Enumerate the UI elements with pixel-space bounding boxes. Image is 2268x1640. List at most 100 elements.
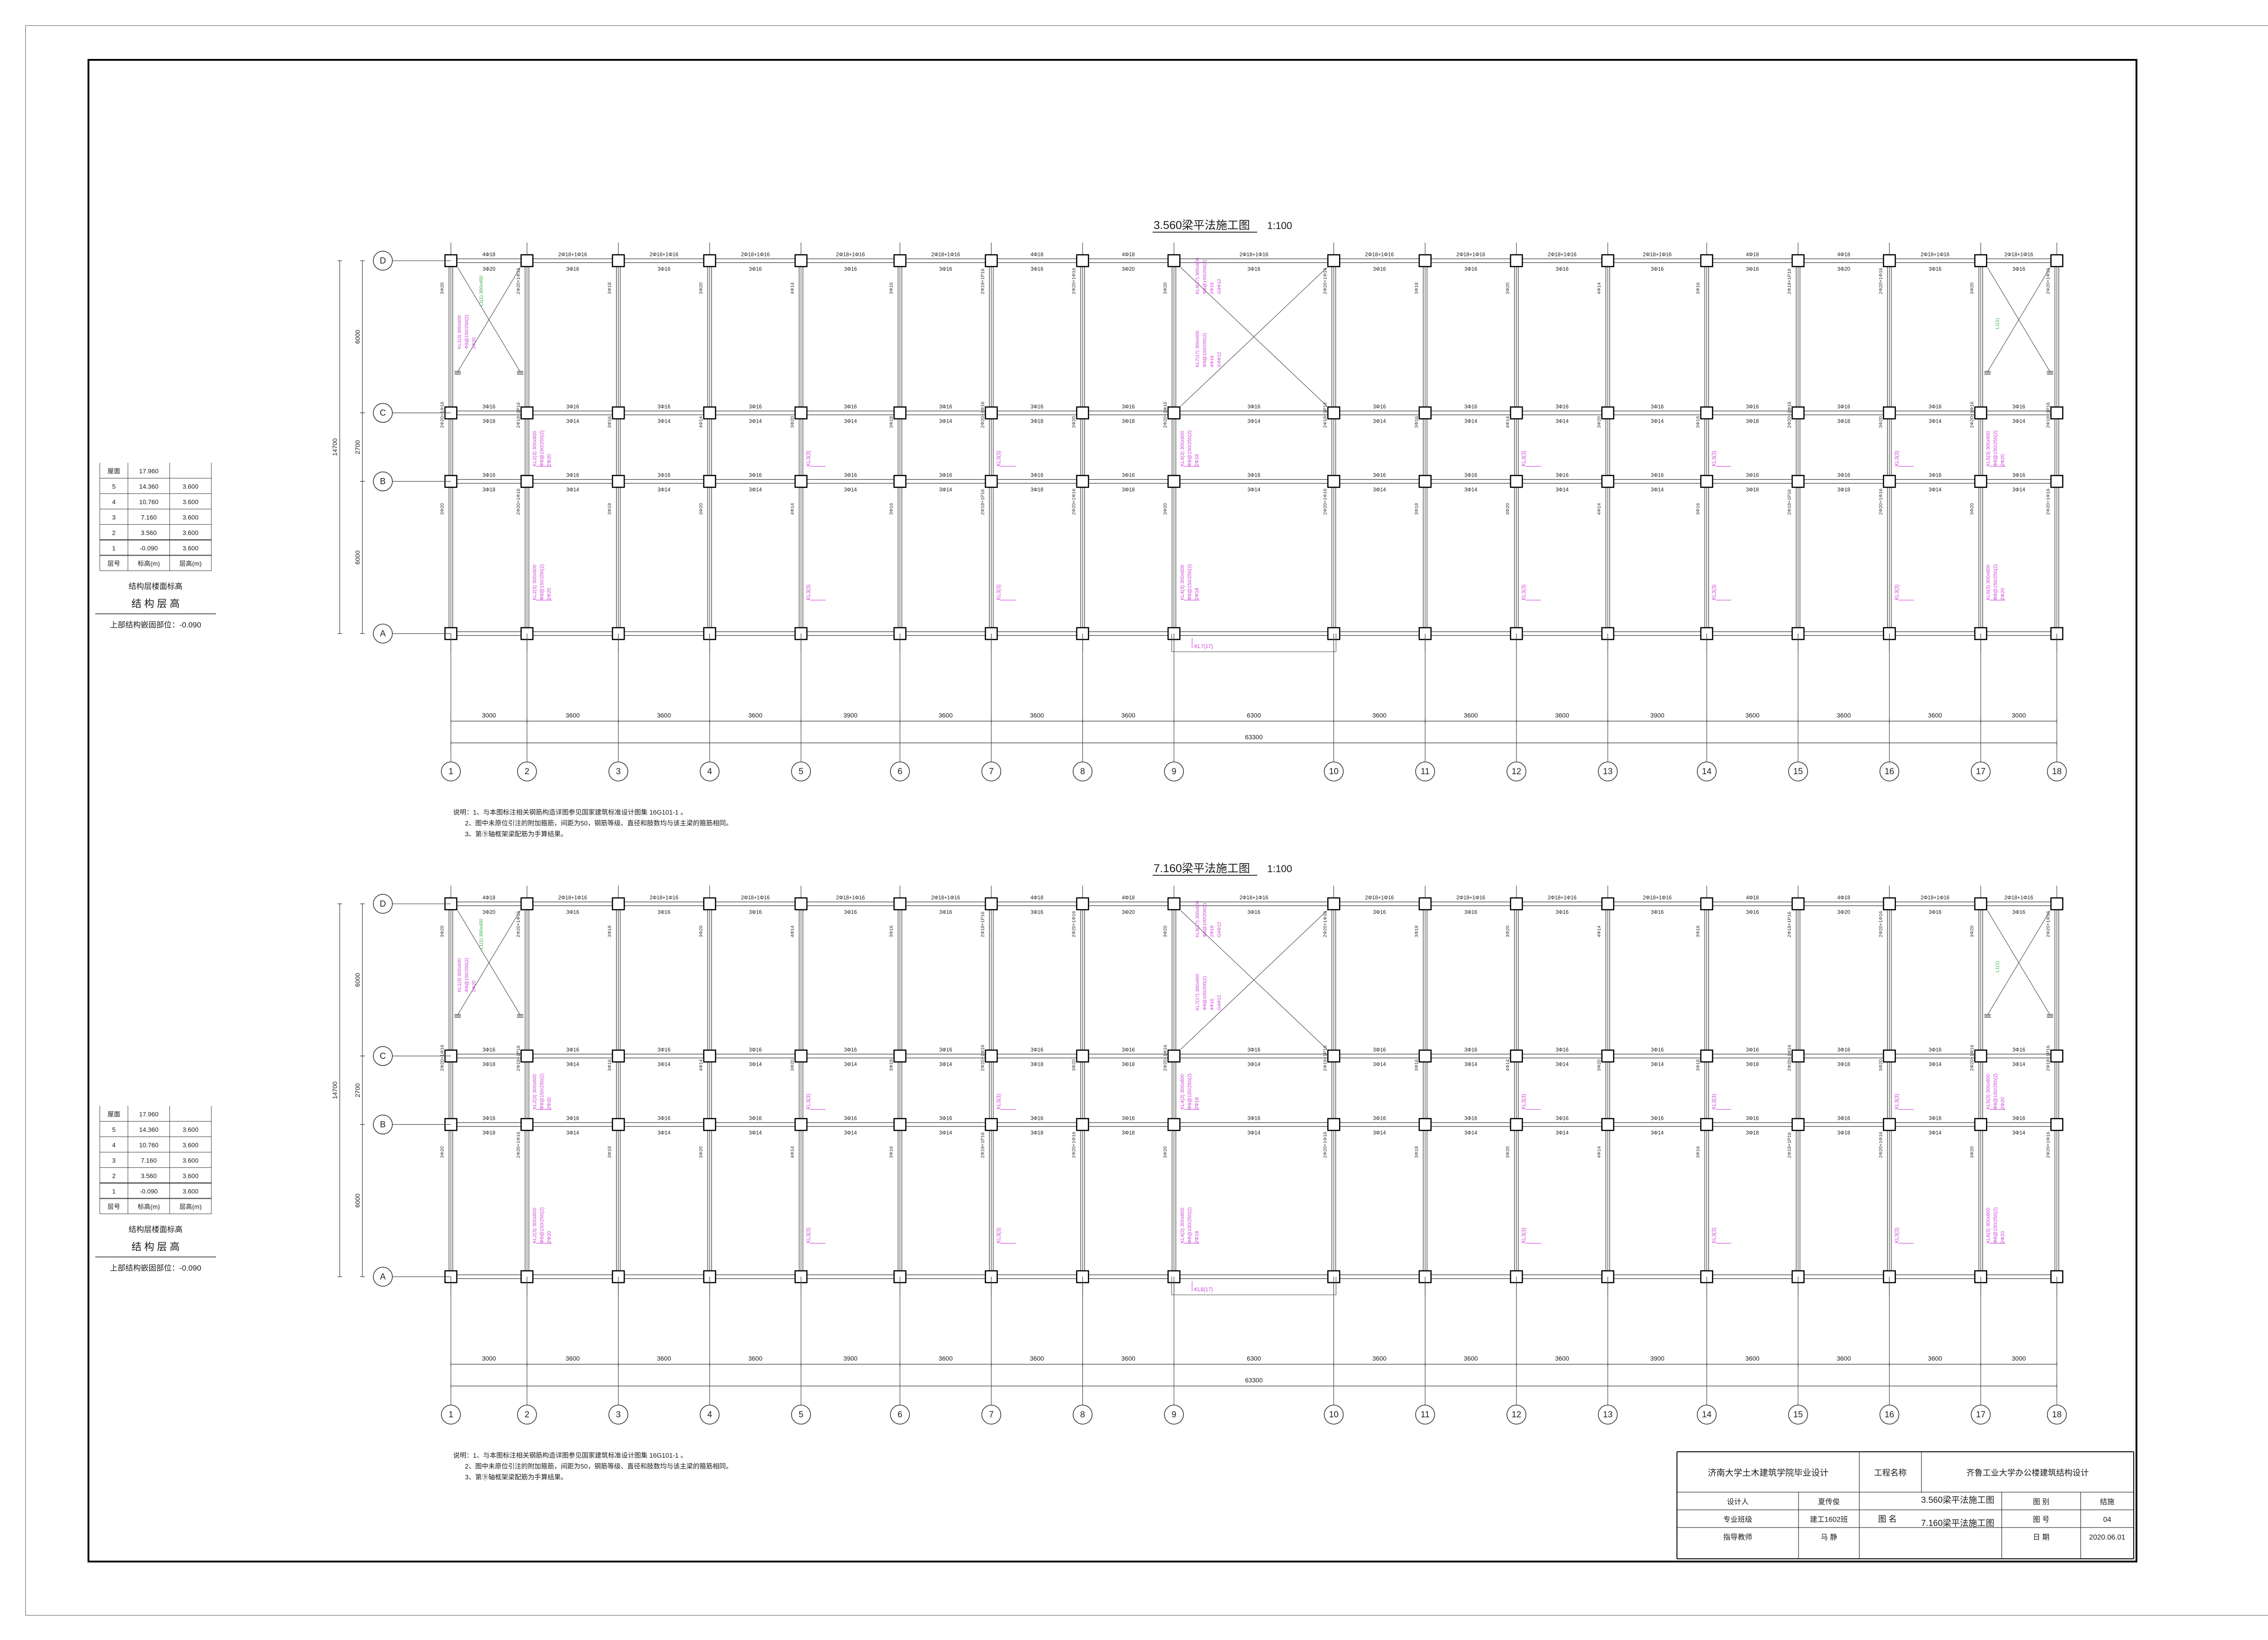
svg-text:2700: 2700 xyxy=(354,1083,361,1097)
svg-text:3Φ18: 3Φ18 xyxy=(1838,487,1850,493)
svg-text:2Φ18+1Ρ16: 2Φ18+1Ρ16 xyxy=(980,912,985,937)
svg-text:3Φ14: 3Φ14 xyxy=(1247,1062,1261,1067)
svg-text:3Φ14: 3Φ14 xyxy=(1651,1130,1664,1136)
svg-text:4Φ14: 4Φ14 xyxy=(1597,1146,1602,1158)
svg-text:3600: 3600 xyxy=(938,1355,953,1362)
svg-text:14: 14 xyxy=(1702,1410,1712,1420)
svg-text:2Φ20+1Φ16: 2Φ20+1Φ16 xyxy=(980,402,985,428)
svg-text:1: 1 xyxy=(112,544,116,552)
svg-text:11: 11 xyxy=(1421,767,1430,776)
svg-text:3Φ16: 3Φ16 xyxy=(1929,1047,1941,1053)
svg-text:D: D xyxy=(380,899,386,909)
svg-text:9: 9 xyxy=(1172,1410,1177,1420)
svg-text:3Φ16: 3Φ16 xyxy=(1373,267,1386,272)
svg-text:3Φ14: 3Φ14 xyxy=(1929,419,1942,424)
svg-text:3Φ14: 3Φ14 xyxy=(939,1062,953,1067)
svg-text:2Φ18+1Ρ16: 2Φ18+1Ρ16 xyxy=(516,1045,521,1071)
svg-text:3Φ16: 3Φ16 xyxy=(749,1047,762,1053)
svg-text:3Φ20: 3Φ20 xyxy=(1122,267,1134,272)
svg-text:3Φ14: 3Φ14 xyxy=(939,487,953,493)
svg-text:3Φ16: 3Φ16 xyxy=(1031,473,1043,478)
svg-text:2Φ20: 2Φ20 xyxy=(471,980,477,992)
svg-text:3Φ16: 3Φ16 xyxy=(749,404,762,410)
svg-text:3600: 3600 xyxy=(748,712,763,719)
svg-text:4Φ14: 4Φ14 xyxy=(699,1059,704,1071)
svg-text:5: 5 xyxy=(112,483,116,490)
svg-text:KL3(3): KL3(3) xyxy=(806,1228,811,1244)
svg-text:3Φ14: 3Φ14 xyxy=(749,419,762,424)
svg-text:KL1(3) 300x600: KL1(3) 300x600 xyxy=(457,958,462,992)
svg-text:2Φ20: 2Φ20 xyxy=(547,454,552,466)
svg-text:6: 6 xyxy=(898,1410,903,1420)
svg-text:Φ8@150/250(2): Φ8@150/250(2) xyxy=(1187,564,1193,600)
svg-text:3Φ16: 3Φ16 xyxy=(1838,473,1850,478)
svg-text:3Φ16: 3Φ16 xyxy=(1838,1047,1850,1053)
svg-text:3Φ20: 3Φ20 xyxy=(483,910,495,915)
svg-text:14: 14 xyxy=(1702,767,1712,776)
svg-text:3Φ16: 3Φ16 xyxy=(1122,473,1134,478)
svg-text:3: 3 xyxy=(112,513,116,521)
svg-text:3Φ20: 3Φ20 xyxy=(440,503,445,515)
svg-text:3Φ16: 3Φ16 xyxy=(658,910,670,915)
svg-text:3Φ16: 3Φ16 xyxy=(607,1059,612,1071)
svg-text:结施: 结施 xyxy=(2100,1498,2114,1506)
svg-text:马 静: 马 静 xyxy=(1821,1533,1837,1542)
svg-text:3Φ16: 3Φ16 xyxy=(1746,1116,1759,1121)
svg-text:10: 10 xyxy=(1329,767,1339,776)
svg-text:指导教师: 指导教师 xyxy=(1723,1533,1752,1542)
svg-text:4Φ18: 4Φ18 xyxy=(1031,895,1043,901)
svg-text:3Φ16: 3Φ16 xyxy=(1651,267,1663,272)
svg-text:A: A xyxy=(380,629,386,639)
svg-text:3000: 3000 xyxy=(482,712,496,719)
svg-text:3Φ16: 3Φ16 xyxy=(2012,1047,2025,1053)
svg-text:3Φ20: 3Φ20 xyxy=(1505,283,1510,294)
svg-text:2Φ18+1Φ16: 2Φ18+1Φ16 xyxy=(1240,895,1268,901)
svg-text:3Φ20: 3Φ20 xyxy=(699,926,704,937)
svg-text:Φ8@150/250(2): Φ8@150/250(2) xyxy=(1993,1074,1999,1109)
svg-text:C: C xyxy=(380,408,386,418)
svg-text:3.560: 3.560 xyxy=(141,529,156,536)
svg-text:L1(1): L1(1) xyxy=(1995,961,2000,972)
svg-text:4Φ14: 4Φ14 xyxy=(790,926,795,937)
svg-text:KL6(3) 300x600: KL6(3) 300x600 xyxy=(1986,565,1991,600)
svg-text:3600: 3600 xyxy=(938,712,953,719)
svg-text:3Φ20: 3Φ20 xyxy=(790,1059,795,1071)
svg-text:3Φ18: 3Φ18 xyxy=(607,503,612,515)
svg-text:6: 6 xyxy=(898,767,903,776)
svg-text:2Φ20+1Φ16: 2Φ20+1Φ16 xyxy=(2046,911,2051,937)
svg-text:2Φ20+1Φ16: 2Φ20+1Φ16 xyxy=(2046,268,2051,294)
svg-text:KL2(3) 300x600: KL2(3) 300x600 xyxy=(532,1074,538,1109)
svg-text:3Φ20: 3Φ20 xyxy=(1597,1059,1602,1071)
svg-text:3Φ16: 3Φ16 xyxy=(1929,910,1941,915)
svg-text:3Φ18: 3Φ18 xyxy=(483,487,495,493)
svg-text:3Φ18: 3Φ18 xyxy=(607,926,612,937)
svg-text:3.560梁平法施工图: 3.560梁平法施工图 xyxy=(1921,1495,1994,1505)
svg-text:2: 2 xyxy=(112,529,116,536)
svg-text:3.600: 3.600 xyxy=(182,513,198,521)
svg-text:8: 8 xyxy=(1080,767,1085,776)
svg-text:3Φ16: 3Φ16 xyxy=(1247,267,1260,272)
svg-text:3Φ16: 3Φ16 xyxy=(2012,404,2025,410)
svg-text:3Φ14: 3Φ14 xyxy=(844,1062,857,1067)
svg-text:2Φ18+1Φ16: 2Φ18+1Φ16 xyxy=(1240,252,1268,258)
svg-text:3Φ16: 3Φ16 xyxy=(483,1116,495,1121)
svg-text:3Φ20: 3Φ20 xyxy=(440,283,445,294)
svg-text:3Φ14: 3Φ14 xyxy=(1373,1130,1386,1136)
svg-text:7.160: 7.160 xyxy=(141,1157,156,1164)
svg-text:2Φ18+1Φ16: 2Φ18+1Φ16 xyxy=(1457,895,1485,901)
svg-text:3Φ16: 3Φ16 xyxy=(566,267,579,272)
svg-text:3Φ16: 3Φ16 xyxy=(1929,473,1941,478)
svg-text:2Φ20+1Φ16: 2Φ20+1Φ16 xyxy=(516,268,521,294)
svg-text:3Φ16: 3Φ16 xyxy=(1696,503,1701,515)
svg-text:3Φ16: 3Φ16 xyxy=(2012,473,2025,478)
svg-text:3600: 3600 xyxy=(1837,1355,1851,1362)
svg-text:2Φ20+1Φ16: 2Φ20+1Φ16 xyxy=(1163,1045,1168,1071)
svg-text:3600: 3600 xyxy=(748,1355,763,1362)
svg-text:3Φ16: 3Φ16 xyxy=(1929,1116,1941,1121)
svg-text:1: 1 xyxy=(449,767,454,776)
svg-text:3Φ16: 3Φ16 xyxy=(607,416,612,428)
svg-text:KL3(3): KL3(3) xyxy=(1712,585,1717,600)
svg-text:3Φ18: 3Φ18 xyxy=(1031,1130,1043,1136)
svg-text:3Φ16: 3Φ16 xyxy=(2012,910,2025,915)
svg-text:说明：1、与本图标注相关钢筋构造详图参见国家建筑标准设计图集: 说明：1、与本图标注相关钢筋构造详图参见国家建筑标准设计图集 16G101-1 … xyxy=(453,809,687,816)
